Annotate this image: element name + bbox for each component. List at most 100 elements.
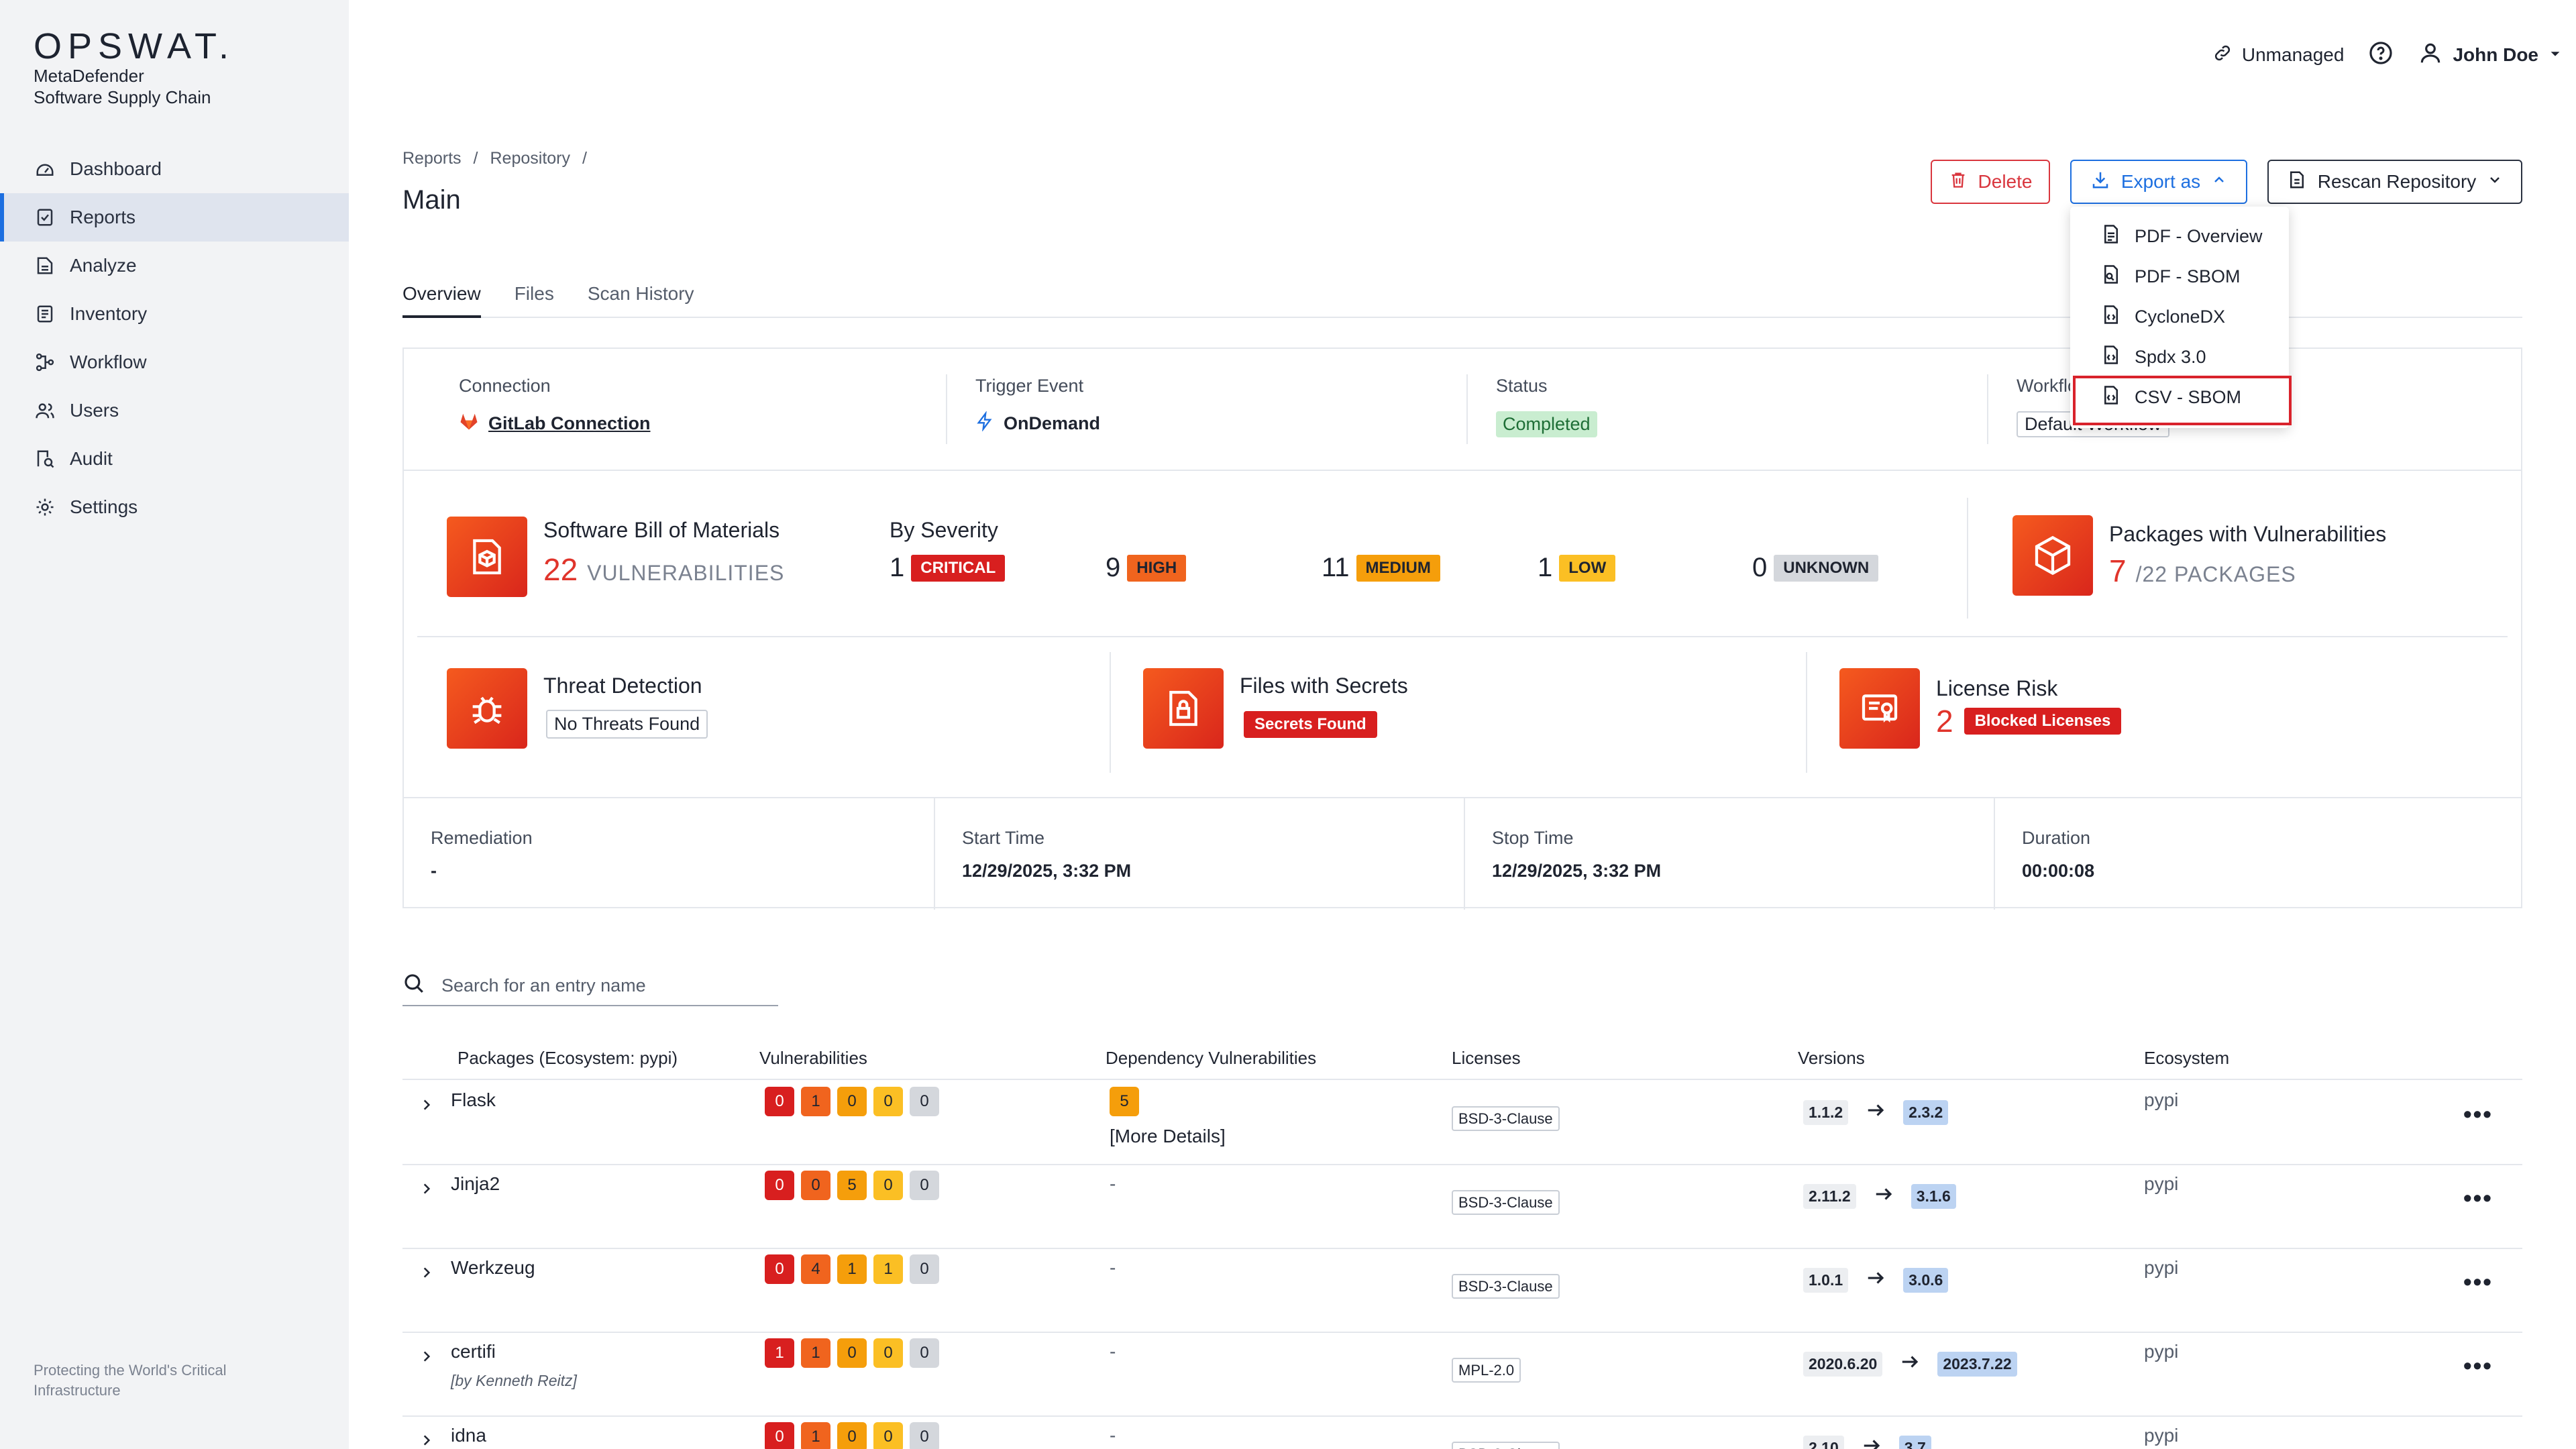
delete-button[interactable]: Delete [1931,160,2050,204]
sidebar-item-users[interactable]: Users [0,386,349,435]
sbom-title: Software Bill of Materials [543,518,780,542]
more-options-icon[interactable]: ••• [2463,1352,2493,1379]
fixed-version: 2023.7.22 [1937,1352,2017,1377]
critical-count: 0 [765,1171,794,1200]
download-icon [2090,170,2110,195]
user-name: John Doe [2453,44,2538,65]
csv-file-icon [2101,385,2121,410]
chevron-right-icon[interactable] [420,1096,433,1118]
low-count: 1 [873,1254,903,1284]
license-badge: BSD-3-Clause [1452,1442,1560,1449]
license-badge: BSD-3-Clause [1452,1190,1560,1215]
ecosystem: pypi [2144,1257,2179,1278]
arrow-right-icon [1898,1352,1921,1377]
start-time-field: Start Time 12/29/2025, 3:32 PM [934,798,1464,910]
blocked-licenses-badge: Blocked Licenses [1964,708,2122,735]
sidebar-item-label: Dashboard [70,158,162,179]
version-range: 2.10 3.7 [1803,1436,1931,1449]
chevron-right-icon[interactable] [420,1264,433,1286]
stop-time-field: Stop Time 12/29/2025, 3:32 PM [1464,798,1994,910]
column-header-licenses[interactable]: Licenses [1452,1048,1521,1068]
export-option-label: Spdx 3.0 [2135,346,2206,367]
connection-field: Connection GitLab Connection [459,376,650,449]
sidebar-item-reports[interactable]: Reports [0,193,349,241]
gitlab-icon [459,411,479,436]
inventory-icon [34,303,56,325]
unknown-count: 0 [910,1171,939,1200]
chevron-right-icon[interactable] [420,1348,433,1370]
more-details-link[interactable]: [More Details] [1110,1126,1226,1146]
caret-down-icon [2548,44,2563,66]
sidebar-item-analyze[interactable]: Analyze [0,241,349,290]
spdx-file-icon [2101,345,2121,370]
more-options-icon[interactable]: ••• [2463,1100,2493,1128]
opswat-logo[interactable]: OPSWAT. [34,26,235,66]
export-option-csv-sbom[interactable]: CSV - SBOM [2070,376,2292,425]
export-option-pdf-sbom[interactable]: PDF - SBOM [2070,256,2289,297]
unmanaged-status[interactable]: Unmanaged [2212,43,2344,68]
more-options-icon[interactable]: ••• [2463,1268,2493,1295]
link-icon [2212,43,2233,68]
reports-icon [34,206,56,229]
tab-files[interactable]: Files [514,283,554,304]
column-header-ecosystem[interactable]: Ecosystem [2144,1048,2230,1068]
product-name-line2: Software Supply Chain [34,87,211,107]
sbom-icon [447,517,527,597]
low-count: 0 [873,1422,903,1449]
column-header-dependency-vulnerabilities[interactable]: Dependency Vulnerabilities [1106,1048,1317,1068]
license-badge: BSD-3-Clause [1452,1274,1560,1299]
column-header-versions[interactable]: Versions [1798,1048,1865,1068]
low-count: 0 [873,1338,903,1368]
ecosystem: pypi [2144,1089,2179,1110]
sidebar-item-label: Analyze [70,255,137,276]
critical-count: 0 [765,1422,794,1449]
column-header-packages[interactable]: Packages (Ecosystem: pypi) [458,1048,678,1068]
chevron-right-icon[interactable] [420,1432,433,1449]
rescan-repository-button[interactable]: Rescan Repository [2267,160,2522,204]
column-header-vulnerabilities[interactable]: Vulnerabilities [759,1048,867,1068]
critical-count: 1 [765,1338,794,1368]
export-as-button[interactable]: Export as [2070,160,2247,204]
chevron-right-icon[interactable] [420,1180,433,1202]
sidebar-item-label: Users [70,400,119,421]
fixed-version: 3.7 [1898,1436,1931,1449]
help-button[interactable] [2368,40,2394,70]
unknown-count: 0 [910,1087,939,1116]
sidebar-item-settings[interactable]: Settings [0,483,349,531]
current-version: 1.1.2 [1803,1100,1849,1125]
version-range: 2020.6.20 2023.7.22 [1803,1352,2017,1377]
export-option-pdf-overview[interactable]: PDF - Overview [2070,216,2289,256]
search-input[interactable] [441,975,750,996]
breadcrumb-reports[interactable]: Reports [402,149,462,168]
users-icon [34,399,56,422]
export-option-cyclonedx[interactable]: CycloneDX [2070,297,2289,337]
sidebar-item-inventory[interactable]: Inventory [0,290,349,338]
license-name: BSD-3-Clause [1452,1106,1560,1131]
column-divider [1967,498,1968,619]
unknown-count: 0 [910,1422,939,1449]
user-menu[interactable]: John Doe [2418,40,2563,70]
column-divider [1806,652,1807,773]
column-divider [946,374,947,444]
severity-critical: 1 CRITICAL [890,553,1006,583]
sidebar-item-dashboard[interactable]: Dashboard [0,145,349,193]
sidebar-item-workflow[interactable]: Workflow [0,338,349,386]
column-divider [1987,374,1988,444]
sidebar-item-audit[interactable]: Audit [0,435,349,483]
export-option-spdx[interactable]: Spdx 3.0 [2070,337,2289,377]
arrow-right-icon [1860,1436,1883,1449]
breadcrumb-repository[interactable]: Repository [490,149,571,168]
dependency-vulnerabilities: - [1110,1173,1116,1194]
more-options-icon[interactable]: ••• [2463,1184,2493,1212]
version-range: 1.0.1 3.0.6 [1803,1268,1949,1293]
tab-overview[interactable]: Overview [402,283,481,318]
connection-link[interactable]: GitLab Connection [488,413,651,433]
start-time-label: Start Time [962,828,1045,848]
tab-scan-history[interactable]: Scan History [587,283,694,304]
chevron-down-icon [2487,171,2503,193]
